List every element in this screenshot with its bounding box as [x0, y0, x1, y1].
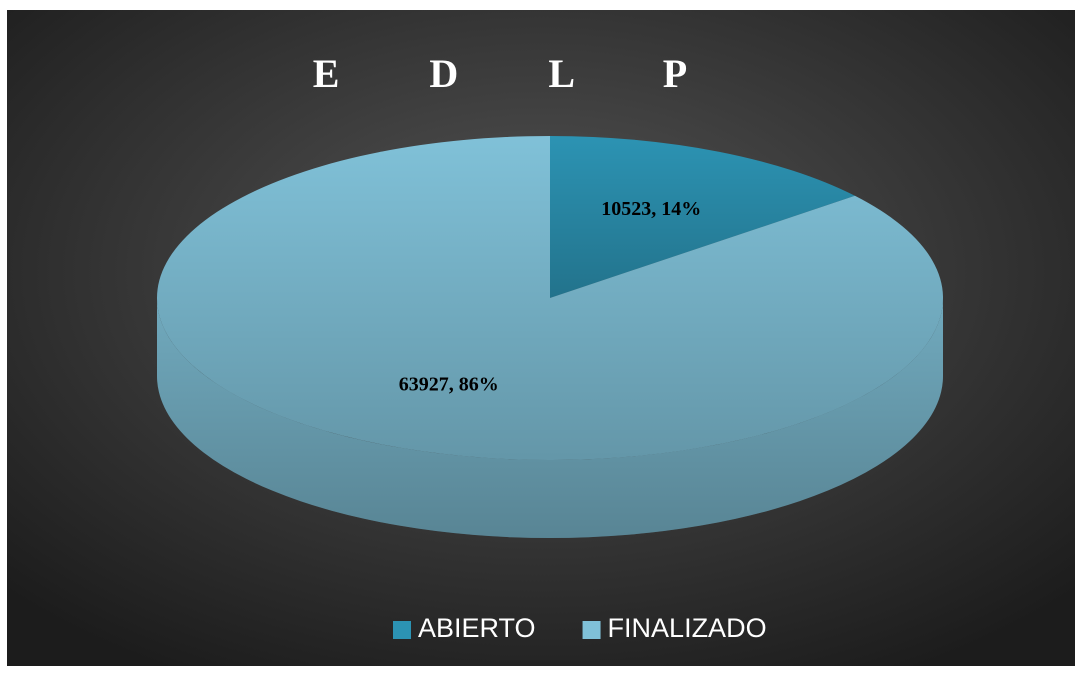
- legend-swatch: [582, 621, 601, 639]
- data-label: 63927, 86%: [399, 373, 499, 395]
- legend-label: ABIERTO: [418, 613, 536, 643]
- slice-shade: [550, 136, 855, 298]
- legend-label: FINALIZADO: [608, 613, 767, 643]
- legend-swatch: [393, 621, 411, 639]
- legend: ABIERTO FINALIZADO: [393, 613, 767, 643]
- slice-side-shade: [157, 298, 943, 538]
- frame-edge: [0, 0, 7, 30]
- data-label: 10523, 14%: [601, 198, 701, 220]
- labels: 10523, 14% 63927, 86%: [399, 198, 702, 396]
- chart-title: E D L P: [313, 51, 687, 96]
- pie: [156, 136, 943, 538]
- slice-shade: [156, 136, 943, 461]
